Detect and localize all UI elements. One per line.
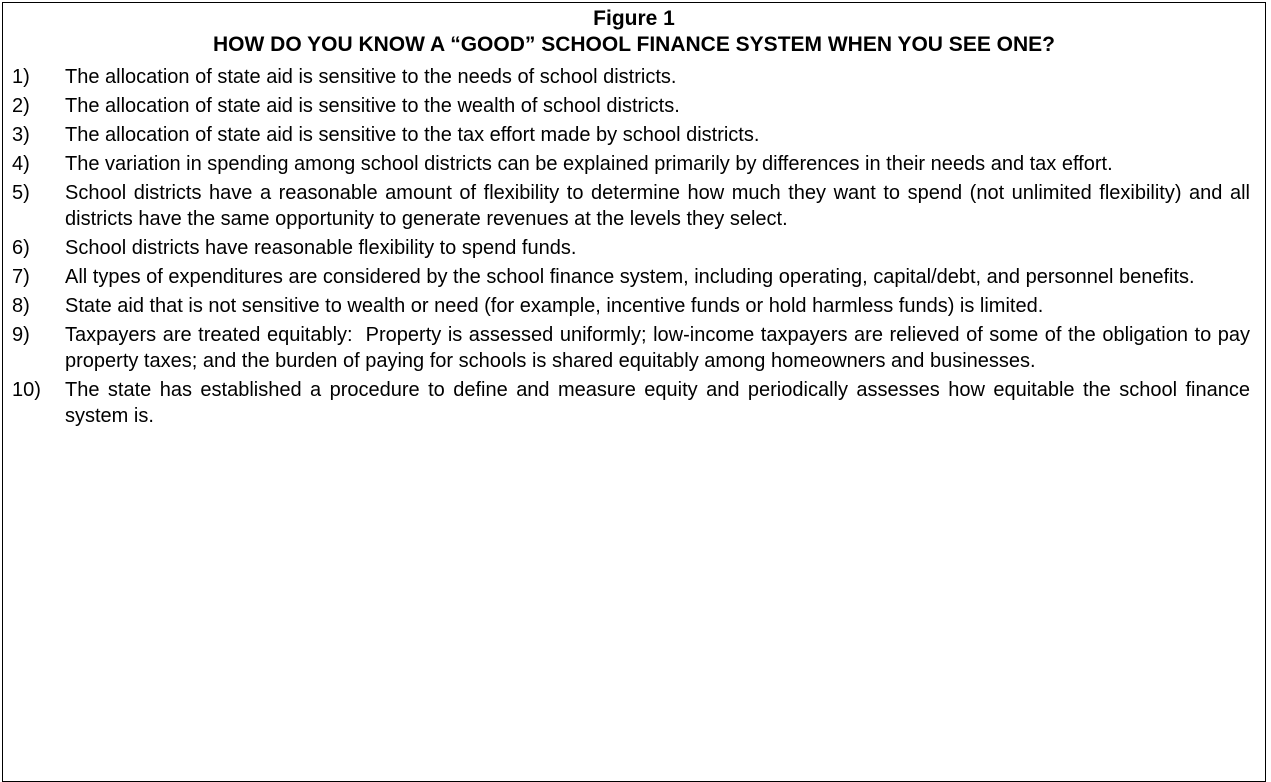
item-text: Taxpayers are treated equitably: Propert…	[65, 324, 1256, 372]
item-text: State aid that is not sensitive to wealt…	[65, 295, 1044, 317]
item-number: 1)	[12, 66, 30, 88]
list-item: 8) State aid that is not sensitive to wea…	[3, 293, 1265, 319]
item-number: 8)	[12, 295, 30, 317]
item-text: The allocation of state aid is sensitive…	[65, 124, 760, 146]
list-item: 3) The allocation of state aid is sensiti…	[3, 122, 1265, 148]
item-text: School districts have reasonable flexibi…	[65, 237, 577, 259]
criteria-list: 1) The allocation of state aid is sensiti…	[3, 64, 1265, 429]
item-text: The variation in spending among school d…	[65, 153, 1113, 175]
item-number: 3)	[12, 124, 30, 146]
list-item: 4) The variation in spending among school…	[3, 151, 1265, 177]
item-number: 7)	[12, 266, 30, 288]
figure-label: Figure 1	[593, 7, 675, 30]
list-item: 10) The state has established a procedure…	[3, 377, 1265, 429]
item-number: 5)	[12, 182, 30, 204]
list-item: 1) The allocation of state aid is sensiti…	[3, 64, 1265, 90]
list-item: 7) All types of expenditures are consider…	[3, 264, 1265, 290]
list-item: 2) The allocation of state aid is sensiti…	[3, 93, 1265, 119]
list-item: 9) Taxpayers are treated equitably: Prope…	[3, 322, 1265, 374]
item-text: The allocation of state aid is sensitive…	[65, 66, 677, 88]
item-number: 4)	[12, 153, 30, 175]
item-number: 6)	[12, 237, 30, 259]
list-item: 6) School districts have reasonable flexi…	[3, 235, 1265, 261]
item-number: 10)	[12, 379, 41, 401]
item-text: The state has established a procedure to…	[65, 379, 1256, 427]
list-item: 5) School districts have a reasonable amo…	[3, 180, 1265, 232]
item-number: 2)	[12, 95, 30, 117]
figure-title: HOW DO YOU KNOW A “GOOD” SCHOOL FINANCE …	[213, 33, 1055, 56]
item-text: All types of expenditures are considered…	[65, 266, 1195, 288]
item-text: School districts have a reasonable amoun…	[65, 182, 1256, 230]
item-text: The allocation of state aid is sensitive…	[65, 95, 680, 117]
item-number: 9)	[12, 324, 30, 346]
